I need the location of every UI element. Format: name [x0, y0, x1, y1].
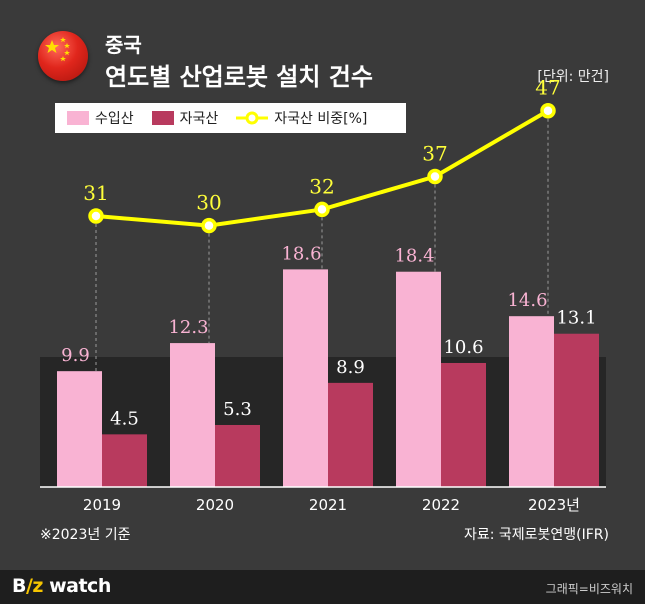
share-point — [201, 217, 217, 234]
legend-swatch-import — [67, 111, 89, 125]
data-label-import: 18.6 — [281, 243, 321, 264]
share-value-label: 31 — [83, 181, 108, 205]
bar-domestic — [215, 424, 260, 487]
bar-domestic — [328, 382, 373, 487]
share-point — [427, 168, 443, 185]
bizwatch-logo: B/z watch — [12, 575, 111, 597]
legend-item-share: 자국산 비중[%] — [236, 108, 367, 128]
bar-import — [509, 316, 554, 487]
source-label: 자료: 국제로봇연맹(IFR) — [463, 527, 609, 543]
data-label-import: 9.9 — [61, 345, 90, 366]
legend-swatch-share — [236, 111, 269, 125]
chart-legend: 수입산 자국산 자국산 비중[%] — [55, 103, 406, 133]
legend-label-domestic: 자국산 — [179, 111, 219, 127]
legend-item-import: 수입산 — [67, 108, 134, 128]
bar-import — [57, 371, 102, 487]
data-label-domestic: 8.9 — [336, 357, 365, 378]
share-point — [88, 208, 104, 224]
footnote: ※2023년 기준 — [40, 527, 131, 543]
data-label-domestic: 5.3 — [223, 399, 252, 420]
x-tick-label: 2022 — [422, 496, 460, 514]
bar-import — [170, 343, 215, 487]
share-value-label: 32 — [309, 174, 334, 198]
chart-subtitle: 중국 — [105, 33, 142, 57]
data-label-import: 12.3 — [168, 317, 208, 338]
china-flag-icon — [38, 31, 88, 81]
graphic-credit: 그래픽=비즈워치 — [545, 582, 633, 596]
data-label-import: 14.6 — [507, 290, 547, 311]
legend-swatch-domestic — [151, 111, 174, 125]
share-value-label: 37 — [422, 142, 447, 166]
legend-label-import: 수입산 — [95, 111, 134, 127]
chart-title: 연도별 산업로봇 설치 건수 — [105, 63, 373, 91]
unit-label: [단위: 만건] — [537, 69, 609, 85]
bar-domestic — [554, 333, 599, 487]
data-label-import: 18.4 — [394, 246, 434, 267]
share-point — [314, 201, 330, 218]
chart-header: 중국 연도별 산업로봇 설치 건수 [단위: 만건] — [0, 0, 645, 100]
legend-label-share: 자국산 비중[%] — [274, 111, 368, 127]
x-tick-label: 2023년 — [528, 496, 580, 514]
bar-domestic — [102, 434, 147, 487]
footer-bar: B/z watch 그래픽=비즈워치 — [0, 570, 645, 604]
x-tick-label: 2020 — [196, 496, 234, 514]
data-label-domestic: 10.6 — [443, 337, 483, 358]
bar-import — [283, 269, 328, 487]
bar-import — [396, 271, 441, 487]
share-value-label: 47 — [535, 76, 560, 100]
share-point — [540, 102, 556, 119]
x-tick-label: 2019 — [83, 496, 121, 514]
x-tick-label: 2021 — [309, 496, 347, 514]
bar-domestic — [441, 362, 486, 487]
legend-item-domestic: 자국산 — [151, 108, 219, 128]
data-label-domestic: 4.5 — [110, 408, 139, 429]
share-value-label: 30 — [196, 191, 221, 215]
data-label-domestic: 13.1 — [556, 308, 596, 329]
chart-canvas: 9.9 4.5 2019 12.3 5.3 2020 18.6 8.9 2021 18.4 10.6… — [40, 76, 606, 514]
